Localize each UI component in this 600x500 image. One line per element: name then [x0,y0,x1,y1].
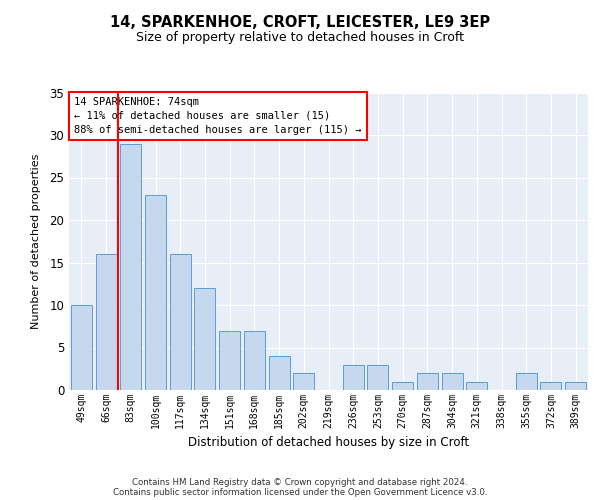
Text: 14, SPARKENHOE, CROFT, LEICESTER, LE9 3EP: 14, SPARKENHOE, CROFT, LEICESTER, LE9 3E… [110,15,490,30]
X-axis label: Distribution of detached houses by size in Croft: Distribution of detached houses by size … [188,436,469,450]
Bar [120,144,141,390]
Bar [367,364,388,390]
Bar [466,382,487,390]
Text: 14 SPARKENHOE: 74sqm
← 11% of detached houses are smaller (15)
88% of semi-detac: 14 SPARKENHOE: 74sqm ← 11% of detached h… [74,97,362,135]
Bar [170,254,191,390]
Bar [392,382,413,390]
Bar [219,330,240,390]
Bar [95,254,116,390]
Bar [417,373,438,390]
Bar [442,373,463,390]
Y-axis label: Number of detached properties: Number of detached properties [31,154,41,329]
Bar [541,382,562,390]
Bar [145,194,166,390]
Bar [565,382,586,390]
Text: Contains HM Land Registry data © Crown copyright and database right 2024.
Contai: Contains HM Land Registry data © Crown c… [113,478,487,497]
Bar [244,330,265,390]
Bar [194,288,215,390]
Bar [269,356,290,390]
Bar [343,364,364,390]
Bar [71,305,92,390]
Bar [293,373,314,390]
Bar [516,373,537,390]
Text: Size of property relative to detached houses in Croft: Size of property relative to detached ho… [136,31,464,44]
